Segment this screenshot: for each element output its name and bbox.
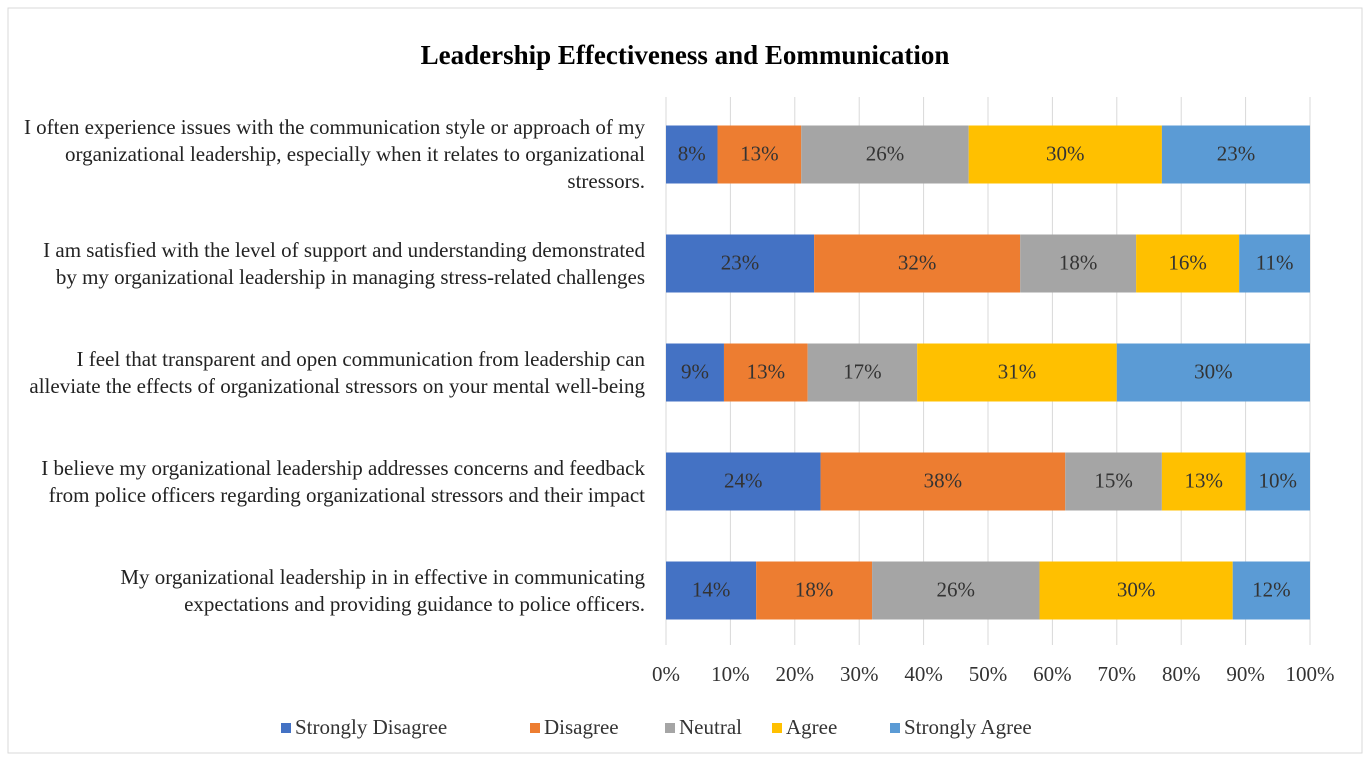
data-label: 30% [1194,359,1233,383]
bar-segment [717,125,802,184]
category-label-box: I believe my organizational leadership a… [41,455,645,507]
legend-label: Strongly Agree [904,715,1032,739]
legend-swatch [772,723,782,733]
data-label: 15% [1094,468,1133,492]
legend-label: Disagree [544,715,619,739]
data-label: 8% [678,141,706,165]
bar-segment [666,234,815,293]
bar-segment [723,343,808,402]
x-tick-label: 80% [1162,662,1201,686]
data-label: 23% [721,250,760,274]
data-label: 31% [998,359,1037,383]
bar-segment [1239,234,1310,293]
bar-segment [807,343,918,402]
data-label: 30% [1117,577,1156,601]
bar-segment [872,561,1040,620]
data-label: 23% [1217,141,1256,165]
category-label-box: I often experience issues with the commu… [23,115,645,193]
data-label: 14% [692,577,731,601]
data-label: 10% [1259,468,1298,492]
legend-swatch [665,723,675,733]
data-label: 18% [1059,250,1098,274]
bar-segment [1245,452,1310,511]
bar-segment [1020,234,1137,293]
bar-segment [1116,343,1310,402]
y-tick-label: I often experience issues with the commu… [23,115,645,193]
data-label: 12% [1252,577,1291,601]
legend-label: Agree [786,715,837,739]
data-label: 26% [866,141,905,165]
legend-swatch [530,723,540,733]
y-tick-label: My organizational leadership in in effec… [120,564,645,616]
bar-segment [666,561,757,620]
data-label: 11% [1256,250,1294,274]
bar-segment [968,125,1162,184]
bar-segment [1039,561,1233,620]
data-label: 18% [795,577,834,601]
bar-segment [1161,125,1310,184]
x-tick-label: 10% [711,662,750,686]
data-label: 13% [740,141,779,165]
bar-segment [1161,452,1246,511]
category-label-box: I feel that transparent and open communi… [29,346,645,398]
x-tick-label: 100% [1286,662,1335,686]
data-label: 9% [681,359,709,383]
legend-label: Neutral [679,715,742,739]
bar-segment [1065,452,1162,511]
bar-segment [666,125,718,184]
y-tick-label: I believe my organizational leadership a… [41,455,645,507]
x-tick-label: 90% [1226,662,1265,686]
data-label: 17% [843,359,882,383]
category-label-box: My organizational leadership in in effec… [120,564,645,616]
bar-segment [666,343,724,402]
x-tick-label: 70% [1098,662,1137,686]
bar-segment [666,452,821,511]
bar-segment [917,343,1117,402]
category-label-box: I am satisfied with the level of support… [43,237,645,289]
data-label: 30% [1046,141,1085,165]
bar-segment [1232,561,1310,620]
legend-swatch [890,723,900,733]
x-tick-label: 40% [904,662,943,686]
data-label: 32% [898,250,937,274]
bar-segment [756,561,873,620]
x-tick-label: 30% [840,662,879,686]
data-label: 24% [724,468,763,492]
x-tick-label: 50% [969,662,1008,686]
bar-segment [820,452,1066,511]
bar-segment [801,125,969,184]
x-tick-label: 60% [1033,662,1072,686]
data-label: 26% [937,577,976,601]
bar-segment [1136,234,1240,293]
y-tick-label: I am satisfied with the level of support… [43,237,645,289]
y-tick-label: I feel that transparent and open communi… [29,346,645,398]
legend-swatch [281,723,291,733]
bar-segment [814,234,1021,293]
x-tick-label: 0% [652,662,680,686]
chart-title: Leadership Effectiveness and Eommunicati… [421,40,950,70]
data-label: 13% [1184,468,1223,492]
data-label: 13% [747,359,786,383]
x-tick-label: 20% [776,662,815,686]
data-label: 38% [924,468,963,492]
data-label: 16% [1168,250,1207,274]
legend-label: Strongly Disagree [295,715,447,739]
